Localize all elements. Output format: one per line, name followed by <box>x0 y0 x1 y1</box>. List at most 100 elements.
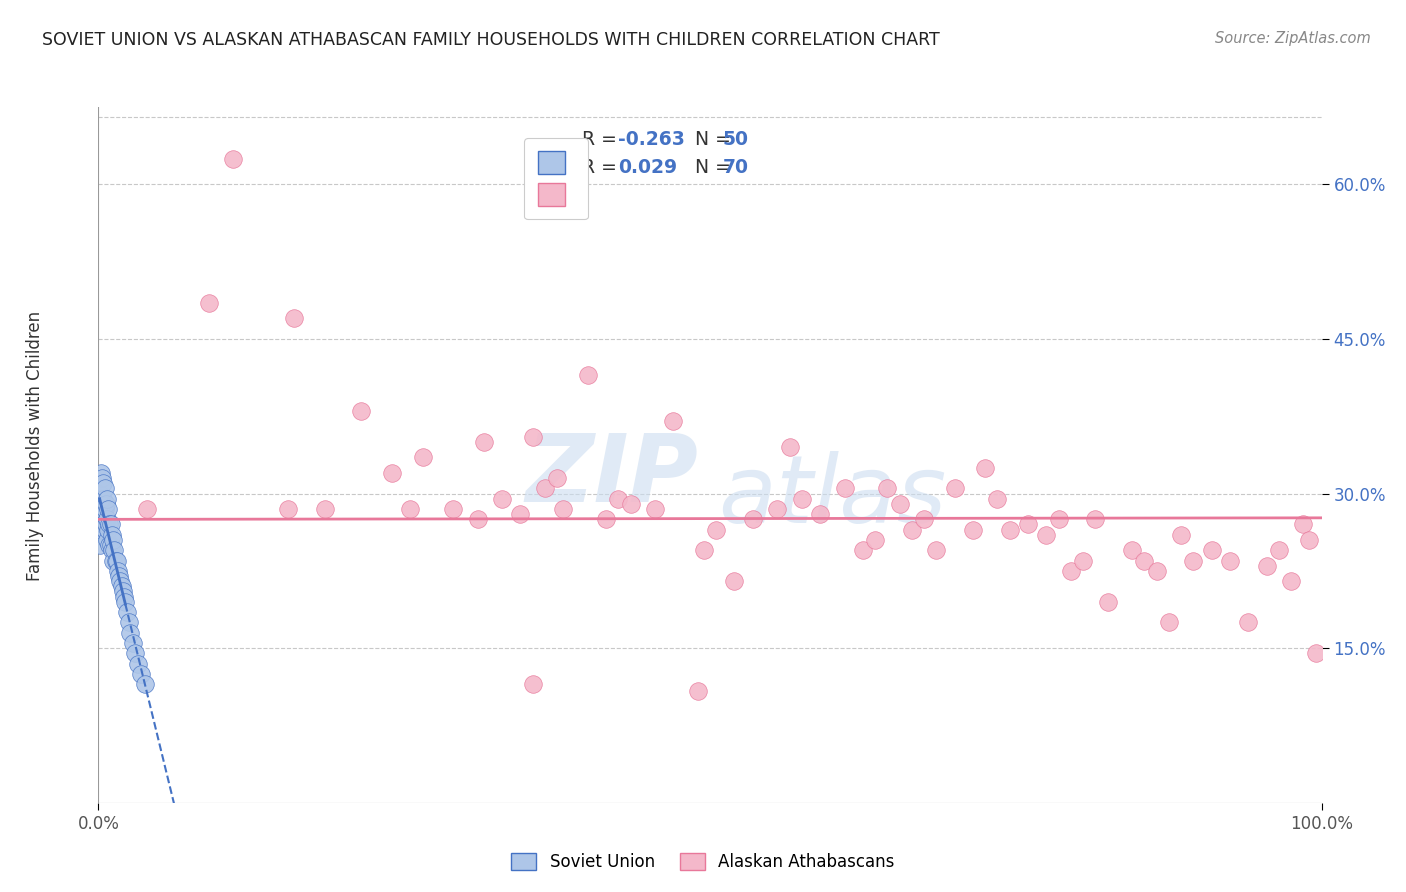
Point <box>114 595 136 609</box>
Point <box>197 296 219 310</box>
Point <box>98 538 121 552</box>
Point <box>350 404 373 418</box>
Point <box>1133 553 1156 567</box>
Point <box>876 482 898 496</box>
Point <box>283 311 305 326</box>
Point <box>90 517 112 532</box>
Point <box>277 502 299 516</box>
Point <box>974 460 997 475</box>
Point <box>986 491 1008 506</box>
Point <box>96 512 118 526</box>
Point <box>89 507 111 521</box>
Point <box>1182 553 1205 567</box>
Point <box>111 579 134 593</box>
Point <box>104 553 127 567</box>
Point <box>644 502 666 516</box>
Point <box>686 684 709 698</box>
Point <box>1219 553 1241 567</box>
Point <box>509 507 531 521</box>
Point <box>100 517 122 532</box>
Point <box>134 677 156 691</box>
Point <box>943 482 966 496</box>
Point <box>129 667 152 681</box>
Point <box>1060 564 1083 578</box>
Point <box>1157 615 1180 630</box>
Point <box>962 523 984 537</box>
Point <box>89 523 111 537</box>
Text: 70: 70 <box>723 158 748 178</box>
Point <box>1084 512 1107 526</box>
Point <box>96 491 118 506</box>
Point <box>595 512 617 526</box>
Point <box>1047 512 1070 526</box>
Point <box>723 574 745 589</box>
Point <box>91 471 114 485</box>
Point <box>1035 528 1057 542</box>
Text: 0.029: 0.029 <box>619 158 678 178</box>
Text: R =: R = <box>582 130 623 149</box>
Point <box>808 507 831 521</box>
Point <box>1279 574 1302 589</box>
Point <box>101 528 124 542</box>
Point <box>91 523 114 537</box>
Point <box>834 482 856 496</box>
Point <box>124 646 146 660</box>
Point <box>412 450 434 465</box>
Text: atlas: atlas <box>718 451 946 542</box>
Point <box>741 512 763 526</box>
Point <box>619 497 641 511</box>
Point <box>662 414 685 428</box>
Point <box>93 523 115 537</box>
Point <box>852 543 875 558</box>
Point <box>1146 564 1168 578</box>
Point <box>222 152 245 166</box>
Point <box>779 440 801 454</box>
Point <box>107 564 129 578</box>
Point <box>863 533 886 547</box>
Point <box>98 517 121 532</box>
Text: R =: R = <box>582 158 623 178</box>
Point <box>607 491 630 506</box>
Point <box>1268 543 1291 558</box>
Point <box>105 553 128 567</box>
Point <box>1201 543 1223 558</box>
Point <box>925 543 948 558</box>
Point <box>101 553 124 567</box>
Point <box>998 523 1021 537</box>
Text: Source: ZipAtlas.com: Source: ZipAtlas.com <box>1215 31 1371 46</box>
Point <box>94 517 117 532</box>
Point <box>1292 517 1315 532</box>
Point <box>1305 646 1327 660</box>
Point <box>89 538 111 552</box>
Point <box>1170 528 1192 542</box>
Legend: , : , <box>524 137 588 219</box>
Point <box>1071 553 1094 567</box>
Text: Family Households with Children: Family Households with Children <box>27 311 44 581</box>
Point <box>90 491 112 506</box>
Point <box>101 533 124 547</box>
Point <box>1097 595 1119 609</box>
Point <box>100 538 122 552</box>
Point <box>103 543 125 558</box>
Point <box>93 502 115 516</box>
Point <box>93 482 115 496</box>
Point <box>108 569 131 583</box>
Point <box>790 491 813 506</box>
Point <box>111 584 134 599</box>
Point <box>704 523 727 537</box>
Point <box>546 471 568 485</box>
Point <box>1237 615 1260 630</box>
Point <box>90 466 112 480</box>
Point <box>314 502 336 516</box>
Point <box>472 435 495 450</box>
Point <box>534 482 557 496</box>
Point <box>91 476 114 491</box>
Point <box>97 502 120 516</box>
Point <box>912 512 935 526</box>
Point <box>889 497 911 511</box>
Text: -0.263: -0.263 <box>619 130 685 149</box>
Point <box>121 636 143 650</box>
Point <box>136 502 159 516</box>
Point <box>766 502 789 516</box>
Text: N =: N = <box>683 130 737 149</box>
